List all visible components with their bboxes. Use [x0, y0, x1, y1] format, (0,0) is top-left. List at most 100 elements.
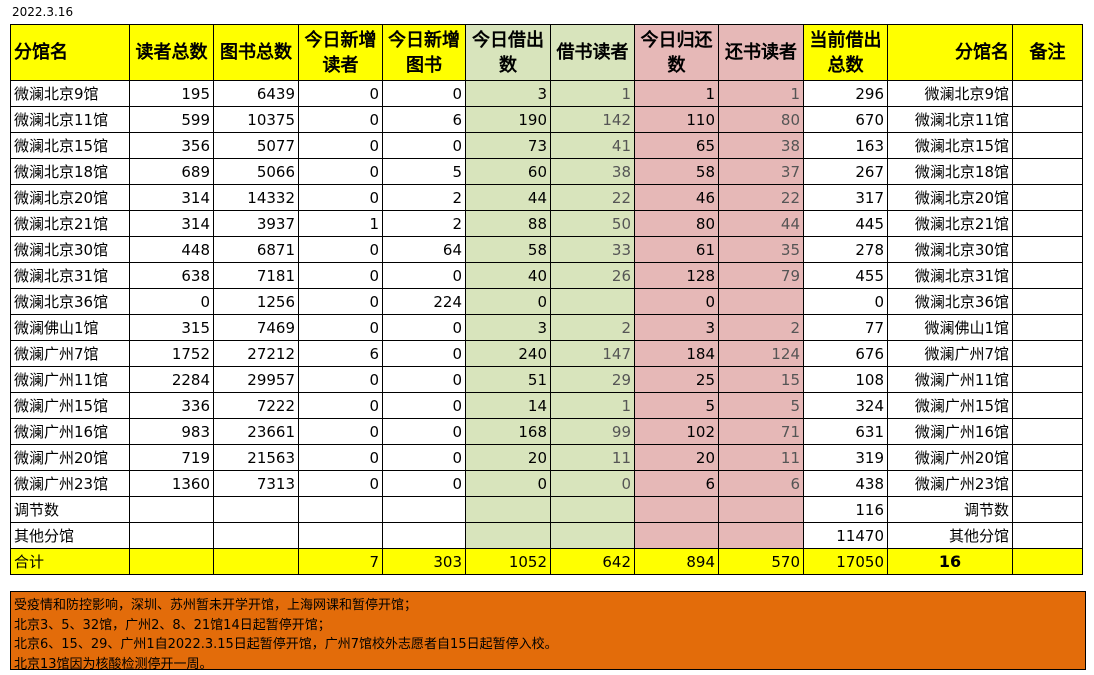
cell-books[interactable]: 7222: [213, 392, 299, 419]
cell-books[interactable]: 7181: [213, 262, 299, 289]
cell-ret-readers[interactable]: 2: [718, 314, 804, 341]
cell-readers[interactable]: 719: [129, 444, 214, 471]
cell-readers[interactable]: 195: [129, 80, 214, 107]
cell-name2[interactable]: 微澜北京30馆: [887, 236, 1013, 263]
cell-books[interactable]: [213, 496, 299, 523]
cell-readers[interactable]: 314: [129, 184, 214, 211]
cell-readers[interactable]: 1360: [129, 470, 214, 497]
cell-lend-readers[interactable]: 1: [550, 392, 635, 419]
cell-name[interactable]: 其他分馆: [10, 522, 130, 549]
cell-current[interactable]: 317: [803, 184, 888, 211]
cell-name2[interactable]: 微澜北京36馆: [887, 288, 1013, 315]
cell-ret-readers[interactable]: 79: [718, 262, 804, 289]
cell-note[interactable]: [1012, 496, 1083, 523]
cell-name[interactable]: 微澜广州23馆: [10, 470, 130, 497]
cell-lend[interactable]: 0: [465, 470, 551, 497]
total-ret[interactable]: 894: [634, 548, 719, 575]
cell-ret[interactable]: 65: [634, 132, 719, 159]
total-current[interactable]: 17050: [803, 548, 888, 575]
cell-name[interactable]: 微澜北京9馆: [10, 80, 130, 107]
cell-current[interactable]: 0: [803, 288, 888, 315]
cell-lend[interactable]: 73: [465, 132, 551, 159]
cell-lend[interactable]: 40: [465, 262, 551, 289]
cell-new-readers[interactable]: 0: [298, 288, 383, 315]
cell-ret[interactable]: 128: [634, 262, 719, 289]
cell-readers[interactable]: 2284: [129, 366, 214, 393]
cell-name[interactable]: 微澜广州20馆: [10, 444, 130, 471]
cell-new-books[interactable]: 0: [382, 132, 466, 159]
cell-current[interactable]: 445: [803, 210, 888, 237]
cell-new-books[interactable]: [382, 522, 466, 549]
cell-books[interactable]: 10375: [213, 106, 299, 133]
cell-books[interactable]: 27212: [213, 340, 299, 367]
cell-books[interactable]: 1256: [213, 288, 299, 315]
cell-readers[interactable]: 983: [129, 418, 214, 445]
cell-lend-readers[interactable]: 50: [550, 210, 635, 237]
cell-note[interactable]: [1012, 314, 1083, 341]
cell-name[interactable]: 微澜北京15馆: [10, 132, 130, 159]
cell-current[interactable]: 670: [803, 106, 888, 133]
cell-readers[interactable]: 336: [129, 392, 214, 419]
cell-name2[interactable]: 微澜广州11馆: [887, 366, 1013, 393]
total-lend-readers[interactable]: 642: [550, 548, 635, 575]
cell-new-readers[interactable]: 0: [298, 418, 383, 445]
cell-new-books[interactable]: 5: [382, 158, 466, 185]
cell-note[interactable]: [1012, 522, 1083, 549]
cell-current[interactable]: 108: [803, 366, 888, 393]
cell-readers[interactable]: 689: [129, 158, 214, 185]
cell-note[interactable]: [1012, 80, 1083, 107]
cell-note[interactable]: [1012, 158, 1083, 185]
cell-ret[interactable]: 80: [634, 210, 719, 237]
cell-name2[interactable]: 微澜广州15馆: [887, 392, 1013, 419]
cell-ret[interactable]: [634, 496, 719, 523]
cell-books[interactable]: 29957: [213, 366, 299, 393]
cell-note[interactable]: [1012, 444, 1083, 471]
cell-lend-readers[interactable]: 0: [550, 470, 635, 497]
cell-lend[interactable]: 3: [465, 314, 551, 341]
cell-lend[interactable]: 60: [465, 158, 551, 185]
cell-name2[interactable]: 调节数: [887, 496, 1013, 523]
cell-new-readers[interactable]: 0: [298, 184, 383, 211]
cell-note[interactable]: [1012, 392, 1083, 419]
cell-books[interactable]: 6871: [213, 236, 299, 263]
cell-note[interactable]: [1012, 210, 1083, 237]
total-new-readers[interactable]: 7: [298, 548, 383, 575]
cell-name2[interactable]: 微澜北京21馆: [887, 210, 1013, 237]
cell-lend[interactable]: 88: [465, 210, 551, 237]
cell-ret[interactable]: 0: [634, 288, 719, 315]
cell-readers[interactable]: 599: [129, 106, 214, 133]
cell-new-books[interactable]: 64: [382, 236, 466, 263]
cell-lend-readers[interactable]: 11: [550, 444, 635, 471]
cell-new-readers[interactable]: 0: [298, 470, 383, 497]
cell-lend[interactable]: 168: [465, 418, 551, 445]
cell-readers[interactable]: 0: [129, 288, 214, 315]
cell-lend-readers[interactable]: 22: [550, 184, 635, 211]
cell-note[interactable]: [1012, 184, 1083, 211]
cell-current[interactable]: 631: [803, 418, 888, 445]
cell-lend[interactable]: 3: [465, 80, 551, 107]
cell-books[interactable]: [213, 522, 299, 549]
cell-readers[interactable]: 638: [129, 262, 214, 289]
cell-name[interactable]: 微澜北京18馆: [10, 158, 130, 185]
cell-ret-readers[interactable]: 80: [718, 106, 804, 133]
cell-books[interactable]: 14332: [213, 184, 299, 211]
cell-lend-readers[interactable]: 29: [550, 366, 635, 393]
cell-name2[interactable]: 微澜北京9馆: [887, 80, 1013, 107]
cell-new-readers[interactable]: 0: [298, 366, 383, 393]
cell-readers[interactable]: [129, 496, 214, 523]
cell-books[interactable]: 23661: [213, 418, 299, 445]
cell-note[interactable]: [1012, 418, 1083, 445]
total-note[interactable]: [1012, 548, 1083, 575]
total-ret-readers[interactable]: 570: [718, 548, 804, 575]
cell-new-readers[interactable]: 0: [298, 262, 383, 289]
cell-note[interactable]: [1012, 106, 1083, 133]
cell-current[interactable]: 455: [803, 262, 888, 289]
cell-name[interactable]: 微澜北京31馆: [10, 262, 130, 289]
cell-lend-readers[interactable]: [550, 288, 635, 315]
total-lend[interactable]: 1052: [465, 548, 551, 575]
cell-new-readers[interactable]: 1: [298, 210, 383, 237]
cell-lend[interactable]: 58: [465, 236, 551, 263]
cell-ret[interactable]: 184: [634, 340, 719, 367]
total-new-books[interactable]: 303: [382, 548, 466, 575]
cell-lend[interactable]: 51: [465, 366, 551, 393]
